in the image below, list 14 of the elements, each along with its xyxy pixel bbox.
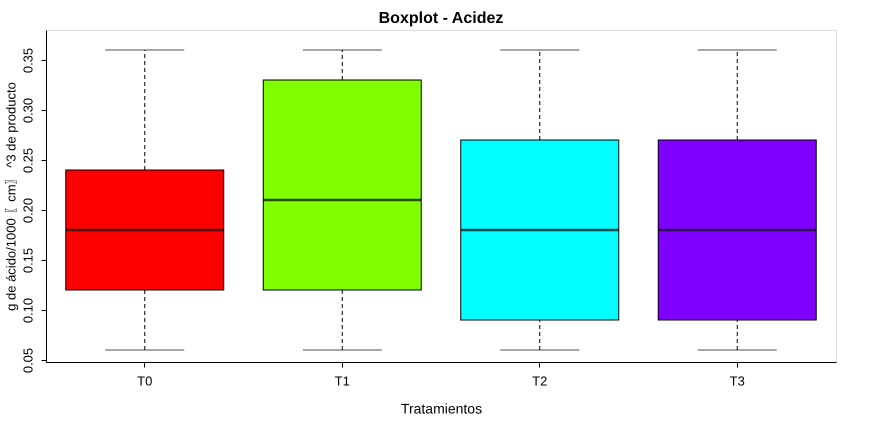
- y-tick-label: 0.35: [20, 48, 36, 74]
- y-tick-label: 0.20: [20, 198, 36, 224]
- y-tick-label: 0.25: [20, 148, 36, 174]
- y-tick-label: 0.30: [20, 98, 36, 124]
- x-tick-label: T2: [532, 374, 548, 388]
- x-tick-label: T0: [137, 374, 152, 388]
- y-tick-label: 0.15: [20, 248, 36, 274]
- y-axis-title: g de ácido/1000 〖cm〗 ^3 de producto: [4, 82, 18, 311]
- chart-title: Boxplot - Acidez: [378, 10, 504, 27]
- x-tick-label: T1: [334, 374, 350, 388]
- y-tick-label: 0.05: [20, 348, 36, 374]
- y-tick-label: 0.10: [20, 298, 36, 324]
- x-tick-label: T3: [730, 374, 745, 388]
- x-axis-title: Tratamientos: [400, 400, 482, 416]
